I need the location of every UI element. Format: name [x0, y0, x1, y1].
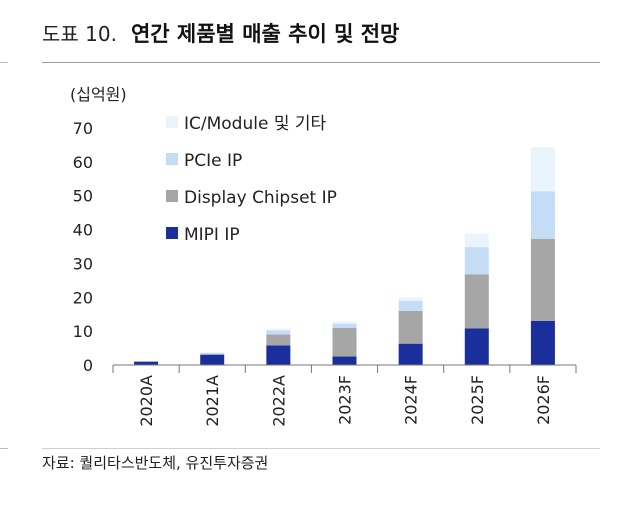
figure-number: 도표 10.	[42, 22, 117, 46]
legend-swatch	[166, 190, 178, 202]
y-tick-label: 20	[73, 288, 93, 307]
x-axis: 2020A 2021A 2022A 2023F 2024F 2025F 2026F	[112, 364, 577, 427]
figure-header: 도표 10. 연간 제품별 매출 추이 및 전망	[42, 18, 602, 52]
y-axis: 0 10 20 30 40 50 60 70	[73, 119, 93, 375]
y-tick-label: 60	[73, 153, 93, 172]
legend-label: MIPI IP	[184, 225, 240, 245]
bar-segment-2022A-2	[266, 330, 291, 335]
bar-segment-2025F-1	[464, 274, 489, 329]
legend-swatch	[166, 153, 178, 165]
bar-segment-2025F-3	[464, 233, 489, 248]
bar-segment-2026F-0	[530, 320, 555, 365]
x-tick-label: 2020A	[137, 375, 156, 427]
x-tick-label: 2021A	[203, 375, 222, 427]
bar-segment-2022A-3	[266, 328, 291, 331]
x-tick-label: 2026F	[534, 375, 553, 425]
x-tick-label: 2024F	[402, 375, 421, 425]
y-tick-label: 10	[73, 322, 93, 341]
bar-segment-2021A-2	[200, 352, 225, 354]
legend-swatch	[166, 116, 178, 128]
bar-segment-2025F-0	[464, 328, 489, 365]
bar-segment-2021A-1	[200, 353, 225, 355]
bar-segment-2026F-1	[530, 238, 555, 321]
figure-title: 연간 제품별 매출 추이 및 전망	[130, 22, 400, 46]
legend-label: IC/Module 및 기타	[184, 114, 327, 134]
source-rule	[42, 448, 600, 449]
bar-segment-2024F-3	[398, 297, 423, 301]
bar-segment-2021A-0	[200, 354, 225, 365]
y-tick-label: 0	[83, 356, 93, 375]
x-tick-label: 2023F	[336, 375, 355, 425]
x-tick-label: 2025F	[468, 375, 487, 425]
bar-segment-2023F-2	[332, 323, 357, 328]
bar-segment-2020A-0	[134, 361, 159, 365]
bar-segment-2022A-0	[266, 345, 291, 365]
y-tick-label: 70	[73, 119, 93, 138]
legend: IC/Module 및 기타 PCIe IP Display Chipset IP M…	[166, 114, 337, 245]
bar-segment-2026F-2	[530, 191, 555, 239]
bar-segment-2023F-3	[332, 321, 357, 324]
bar-segment-2023F-0	[332, 356, 357, 365]
bar-segment-2021A-3	[200, 352, 225, 353]
bar-segment-2024F-1	[398, 310, 423, 344]
legend-label: Display Chipset IP	[184, 188, 337, 208]
unit-label: (십억원)	[70, 85, 127, 104]
edge-mark-top	[0, 62, 8, 63]
bar-segment-2022A-1	[266, 334, 291, 346]
y-tick-label: 40	[73, 221, 93, 240]
bar-stacks	[134, 147, 555, 365]
legend-label: PCIe IP	[184, 151, 242, 171]
top-rule	[42, 62, 600, 63]
bar-segment-2025F-2	[464, 247, 489, 275]
bar-segment-2024F-2	[398, 300, 423, 311]
source-note: 자료: 퀄리타스반도체, 유진투자증권	[42, 454, 269, 472]
bar-segment-2023F-1	[332, 327, 357, 357]
x-tick-label: 2022A	[269, 375, 288, 427]
edge-mark-bottom	[0, 448, 8, 449]
bar-segment-2026F-3	[530, 147, 555, 192]
y-tick-label: 50	[73, 187, 93, 206]
y-tick-label: 30	[73, 254, 93, 273]
legend-swatch	[166, 227, 178, 239]
bar-segment-2024F-0	[398, 343, 423, 365]
